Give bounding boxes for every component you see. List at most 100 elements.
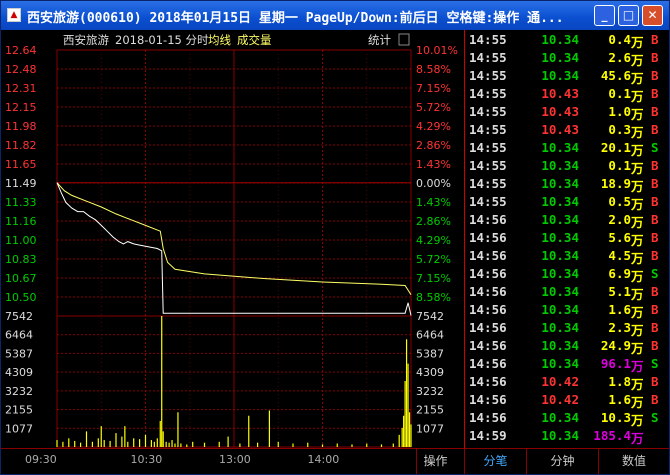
tick-side: B [651, 374, 659, 389]
tick-row[interactable]: 14:55 10.43 0.1 万 B [465, 85, 669, 104]
tick-row[interactable]: 14:56 10.34 24.9 万 B [465, 337, 669, 356]
tick-side: B [651, 320, 659, 335]
tick-row[interactable]: 14:55 10.43 0.3 万 B [465, 121, 669, 140]
tick-volume: 1.6 [608, 392, 631, 407]
tick-unit: 万 [631, 53, 644, 68]
tick-row[interactable]: 14:55 10.34 45.6 万 B [465, 67, 669, 86]
volume-tick-label-right: 2155 [416, 404, 444, 417]
tick-row[interactable]: 14:56 10.34 96.1 万 S [465, 355, 669, 374]
tick-time: 14:55 [469, 122, 507, 137]
tab-operate[interactable]: 操作 [416, 449, 454, 474]
tick-side: B [651, 32, 659, 47]
stats-box-icon [398, 33, 410, 46]
tick-list-panel[interactable]: 14:55 10.34 0.4 万 B 14:55 10.34 2.6 万 B 14:55 10.34… [464, 30, 669, 448]
intraday-chart[interactable]: 西安旅游 2018-01-15 分时 均线 成交量 统计 12.64 12.48 12.31 1… [1, 30, 464, 448]
volume-tick-label: 4309 [5, 366, 33, 379]
tick-volume: 0.3 [608, 122, 631, 137]
tick-row[interactable]: 14:56 10.34 5.1 万 B [465, 283, 669, 302]
tick-row[interactable]: 14:55 10.34 18.9 万 B [465, 175, 669, 194]
tick-unit: 万 [631, 233, 644, 248]
tick-row[interactable]: 14:56 10.42 1.6 万 B [465, 391, 669, 410]
tick-time: 14:55 [469, 140, 507, 155]
tick-unit: 万 [631, 305, 644, 320]
minimize-button[interactable]: _ [594, 5, 615, 26]
tick-side: S [651, 356, 659, 371]
pct-tick-label: 7.15% [416, 272, 451, 285]
tick-unit: 万 [631, 161, 644, 176]
pct-tick-label: 8.58% [416, 63, 451, 76]
tab-ticks[interactable]: 分笔 [464, 449, 526, 474]
time-tick-label: 10:30 [130, 453, 163, 466]
volume-tick-label-right: 7542 [416, 310, 444, 323]
tick-time: 14:56 [469, 248, 507, 263]
tick-price: 10.34 [541, 176, 579, 191]
tick-price: 10.34 [541, 158, 579, 173]
tick-side: S [651, 266, 659, 281]
tick-row[interactable]: 14:56 10.34 2.3 万 B [465, 319, 669, 338]
tick-side: B [651, 122, 659, 137]
tick-row[interactable]: 14:56 10.34 2.0 万 B [465, 211, 669, 230]
tick-price: 10.34 [541, 212, 579, 227]
pct-tick-label: 2.86% [416, 139, 451, 152]
tick-row[interactable]: 14:56 10.34 4.5 万 B [465, 247, 669, 266]
tick-volume: 2.3 [608, 320, 631, 335]
tick-price: 10.34 [541, 356, 579, 371]
tick-time: 14:56 [469, 374, 507, 389]
maximize-button[interactable]: □ [618, 5, 639, 26]
price-tick-label: 10.83 [5, 253, 37, 266]
tab-values[interactable]: 数值 [598, 449, 669, 474]
tick-row[interactable]: 14:59 10.34 185.4 万 [465, 427, 669, 446]
tab-minutes[interactable]: 分钟 [526, 449, 598, 474]
tick-time: 14:56 [469, 338, 507, 353]
tick-unit: 万 [631, 125, 644, 140]
volume-tick-label-right: 5387 [416, 347, 444, 360]
tick-volume: 2.0 [608, 212, 631, 227]
tick-volume: 5.1 [608, 284, 631, 299]
intraday-chart-panel[interactable]: 西安旅游 2018-01-15 分时 均线 成交量 统计 12.64 12.48 12.31 1… [1, 30, 464, 448]
pct-tick-label: 4.29% [416, 234, 451, 247]
tick-row[interactable]: 14:56 10.34 6.9 万 S [465, 265, 669, 284]
stats-button[interactable]: 统计 [368, 33, 391, 47]
tick-row[interactable]: 14:56 10.34 10.3 万 S [465, 409, 669, 428]
tick-time: 14:59 [469, 428, 507, 443]
tick-row[interactable]: 14:55 10.34 2.6 万 B [465, 49, 669, 68]
tick-time: 14:55 [469, 104, 507, 119]
tick-price: 10.34 [541, 32, 579, 47]
tick-time: 14:55 [469, 32, 507, 47]
tick-row[interactable]: 14:55 10.43 1.0 万 B [465, 103, 669, 122]
tick-unit: 万 [631, 269, 644, 284]
tick-row[interactable]: 14:55 10.34 0.4 万 B [465, 31, 669, 50]
tick-price: 10.43 [541, 104, 579, 119]
pct-tick-label: 4.29% [416, 120, 451, 133]
avg-line-legend: 均线 [208, 33, 231, 47]
price-tick-label: 12.31 [5, 82, 37, 95]
tick-unit: 万 [631, 413, 644, 428]
tick-side: B [651, 302, 659, 317]
tick-volume: 96.1 [600, 356, 631, 371]
close-button[interactable]: ✕ [642, 5, 663, 26]
tick-row[interactable]: 14:55 10.34 20.1 万 S [465, 139, 669, 158]
tick-volume: 0.1 [608, 158, 631, 173]
tick-unit: 万 [631, 89, 644, 104]
tick-row[interactable]: 14:56 10.34 5.6 万 B [465, 229, 669, 248]
tick-volume: 20.1 [600, 140, 631, 155]
tick-time: 14:56 [469, 266, 507, 281]
tick-row[interactable]: 14:56 10.42 1.8 万 B [465, 373, 669, 392]
tick-time: 14:56 [469, 392, 507, 407]
volume-tick-label: 1077 [5, 422, 33, 435]
status-bar: 09:30 10:30 13:00 14:00 操作 分笔 分钟 数值 [1, 448, 669, 474]
tick-row[interactable]: 14:56 10.34 1.6 万 B [465, 301, 669, 320]
pct-tick-label: 7.15% [416, 82, 451, 95]
tick-row[interactable]: 14:55 10.34 0.1 万 B [465, 157, 669, 176]
tick-price: 10.34 [541, 68, 579, 83]
title-bar[interactable]: ▲ 西安旅游(000610) 2018年01月15日 星期一 PageUp/Do… [1, 1, 669, 30]
tick-time: 14:55 [469, 158, 507, 173]
price-tick-label: 11.82 [5, 139, 37, 152]
tick-side: B [651, 50, 659, 65]
tick-row[interactable]: 14:55 10.34 0.5 万 B [465, 193, 669, 212]
tick-side: B [651, 248, 659, 263]
tick-time: 14:56 [469, 212, 507, 227]
tick-unit: 万 [631, 35, 644, 50]
tick-time: 14:55 [469, 68, 507, 83]
tick-volume: 10.3 [600, 410, 631, 425]
